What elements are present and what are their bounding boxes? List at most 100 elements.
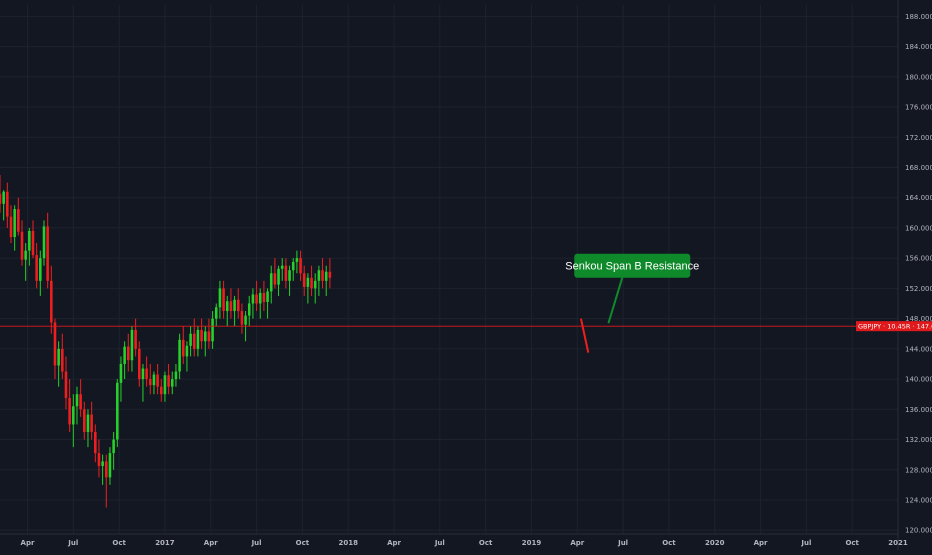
candle-body — [6, 191, 9, 217]
callout-box — [574, 253, 691, 278]
candle-body — [189, 333, 192, 346]
candle-body — [134, 329, 137, 349]
price-tag-box — [856, 321, 932, 332]
candle-body — [64, 371, 68, 398]
x-tick-label: Oct — [112, 539, 126, 547]
candle-body — [302, 273, 306, 287]
y-tick-label: 184.000 — [905, 43, 932, 51]
x-tick-label: Jul — [800, 539, 811, 547]
candle-body — [273, 273, 277, 285]
candle-body — [86, 414, 90, 432]
candle-body — [167, 375, 170, 387]
x-axis: Apr Jul Oct 2017 Apr Jul Oct 2018 Apr Jul Oct 2019 A… — [0, 533, 908, 547]
x-tick-label: Apr — [387, 539, 401, 547]
candle-body — [159, 386, 163, 395]
candle-body — [240, 311, 244, 325]
candle-body — [75, 394, 79, 407]
candle-body — [72, 406, 75, 425]
candle-body — [258, 292, 262, 304]
candle-body — [288, 270, 291, 281]
x-tick-label: 2021 — [888, 539, 908, 547]
candle-body — [137, 348, 141, 380]
candle-body — [94, 431, 97, 454]
annotations: Senkou Span B Resistance — [565, 253, 699, 353]
candle-body — [127, 346, 130, 361]
candle-body — [0, 193, 2, 204]
candle-body — [145, 368, 148, 380]
x-tick-label: Oct — [479, 539, 493, 547]
arrow-shaft — [579, 318, 590, 353]
y-tick-label: 144.000 — [905, 345, 932, 353]
candle-body — [79, 394, 82, 410]
candle-body — [61, 348, 64, 372]
y-tick-label: 172.000 — [905, 134, 932, 142]
candle-body — [178, 339, 181, 372]
candle-body — [35, 255, 38, 281]
candle-body — [174, 371, 178, 380]
y-tick-label: 124.000 — [905, 496, 932, 504]
y-tick-label: 168.000 — [905, 164, 932, 172]
candle-body — [214, 307, 218, 319]
y-tick-label: 152.000 — [905, 285, 932, 293]
candle-body — [105, 461, 108, 478]
candle-body — [247, 303, 251, 316]
y-tick-label: 164.000 — [905, 194, 932, 202]
candle-body — [112, 439, 115, 454]
candle-body — [200, 329, 203, 342]
candle-body — [291, 261, 295, 271]
candle-body — [90, 414, 93, 432]
candle-body — [229, 301, 233, 312]
x-tick-label: Apr — [754, 539, 768, 547]
candle-body — [251, 294, 255, 304]
price-tag: GBPJPY · 10.45R · 147.000 — [0, 321, 932, 332]
candle-body — [170, 379, 174, 387]
price-tag-label: GBPJPY · 10.45R · 147.000 — [858, 322, 932, 330]
candle-body — [152, 374, 156, 386]
candle-body — [108, 453, 112, 478]
candle-body — [196, 329, 200, 349]
x-tick-label: Jul — [251, 539, 262, 547]
candle-body — [156, 374, 159, 387]
candle-body — [277, 268, 280, 285]
candle-body — [310, 277, 313, 289]
x-tick-label: Apr — [570, 539, 584, 547]
candle-body — [218, 288, 222, 308]
x-tick-label: Oct — [662, 539, 676, 547]
callout-text: Senkou Span B Resistance — [565, 261, 699, 273]
candle-body — [116, 382, 119, 440]
candles — [0, 175, 332, 508]
candle-body — [50, 280, 53, 323]
x-tick-label: Apr — [204, 539, 218, 547]
candle-body — [306, 277, 310, 287]
candle-body — [83, 409, 86, 432]
candle-body — [233, 299, 236, 312]
x-tick-label: 2018 — [338, 539, 358, 547]
candle-body — [192, 333, 196, 349]
candle-body — [185, 345, 189, 357]
candle-body — [2, 191, 5, 204]
candle-body — [42, 226, 46, 259]
candle-body — [211, 318, 214, 342]
candle-body — [266, 291, 269, 302]
candle-body — [262, 292, 266, 302]
candle-body — [295, 258, 299, 262]
candle-body — [225, 301, 229, 312]
x-tick-label: Jul — [67, 539, 78, 547]
x-tick-label: 2019 — [522, 539, 542, 547]
candle-body — [324, 271, 328, 281]
candle-body — [9, 216, 13, 238]
candle-body — [97, 453, 101, 466]
candle-body — [244, 315, 247, 325]
y-tick-label: 188.000 — [905, 13, 932, 21]
x-tick-label: Oct — [296, 539, 310, 547]
y-tick-label: 156.000 — [905, 255, 932, 263]
candle-body — [31, 230, 35, 256]
y-tick-label: 140.000 — [905, 376, 932, 384]
candle-body — [284, 265, 288, 281]
candle-body — [17, 209, 20, 232]
candle-body — [123, 346, 126, 364]
candle-body — [57, 348, 60, 366]
